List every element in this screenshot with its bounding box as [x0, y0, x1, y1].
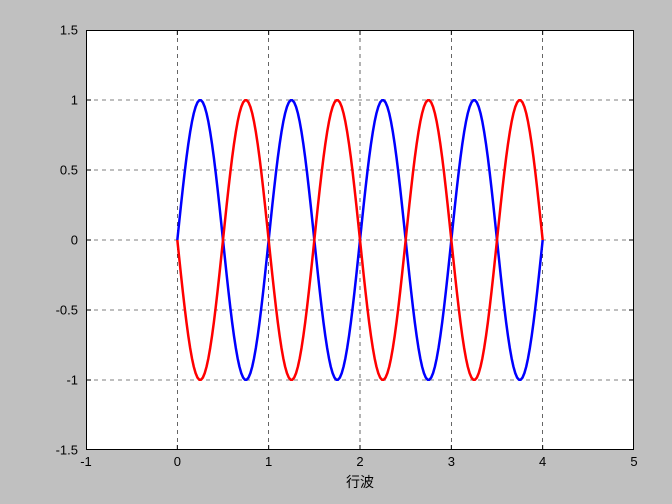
xtick-label: 4	[539, 454, 546, 469]
xtick-label: -1	[80, 454, 92, 469]
xtick-label: 1	[265, 454, 272, 469]
xtick-label: 5	[630, 454, 637, 469]
plot-svg	[86, 30, 634, 450]
ytick-label: 1.5	[60, 23, 78, 38]
ytick-label: -0.5	[56, 303, 78, 318]
xtick-label: 0	[174, 454, 181, 469]
ytick-label: 0	[71, 233, 78, 248]
ytick-label: -1	[66, 373, 78, 388]
ytick-label: 0.5	[60, 163, 78, 178]
figure-container: -1012345 -1.5-1-0.500.511.5 行波	[0, 0, 672, 504]
xtick-label: 2	[356, 454, 363, 469]
ytick-label: -1.5	[56, 443, 78, 458]
xlabel: 行波	[346, 472, 374, 492]
ytick-label: 1	[71, 93, 78, 108]
plot-axes	[86, 30, 634, 450]
xtick-label: 3	[448, 454, 455, 469]
